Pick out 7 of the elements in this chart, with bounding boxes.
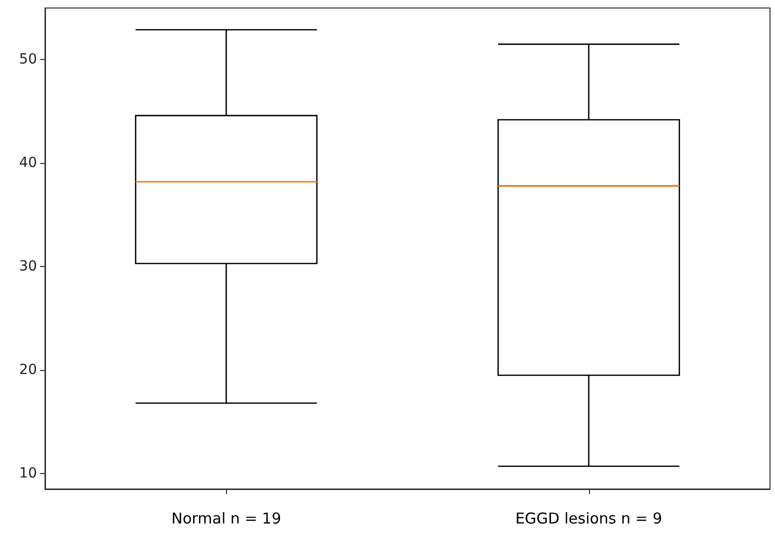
x-tick-label: EGGD lesions n = 9: [515, 510, 662, 528]
y-tick-label: 50: [19, 52, 37, 68]
y-tick-label: 40: [19, 155, 37, 172]
y-tick-label: 20: [19, 362, 37, 378]
y-tick-label: 10: [19, 465, 37, 482]
y-tick-label: 30: [19, 258, 37, 275]
x-tick-label: Normal n = 19: [171, 510, 282, 528]
